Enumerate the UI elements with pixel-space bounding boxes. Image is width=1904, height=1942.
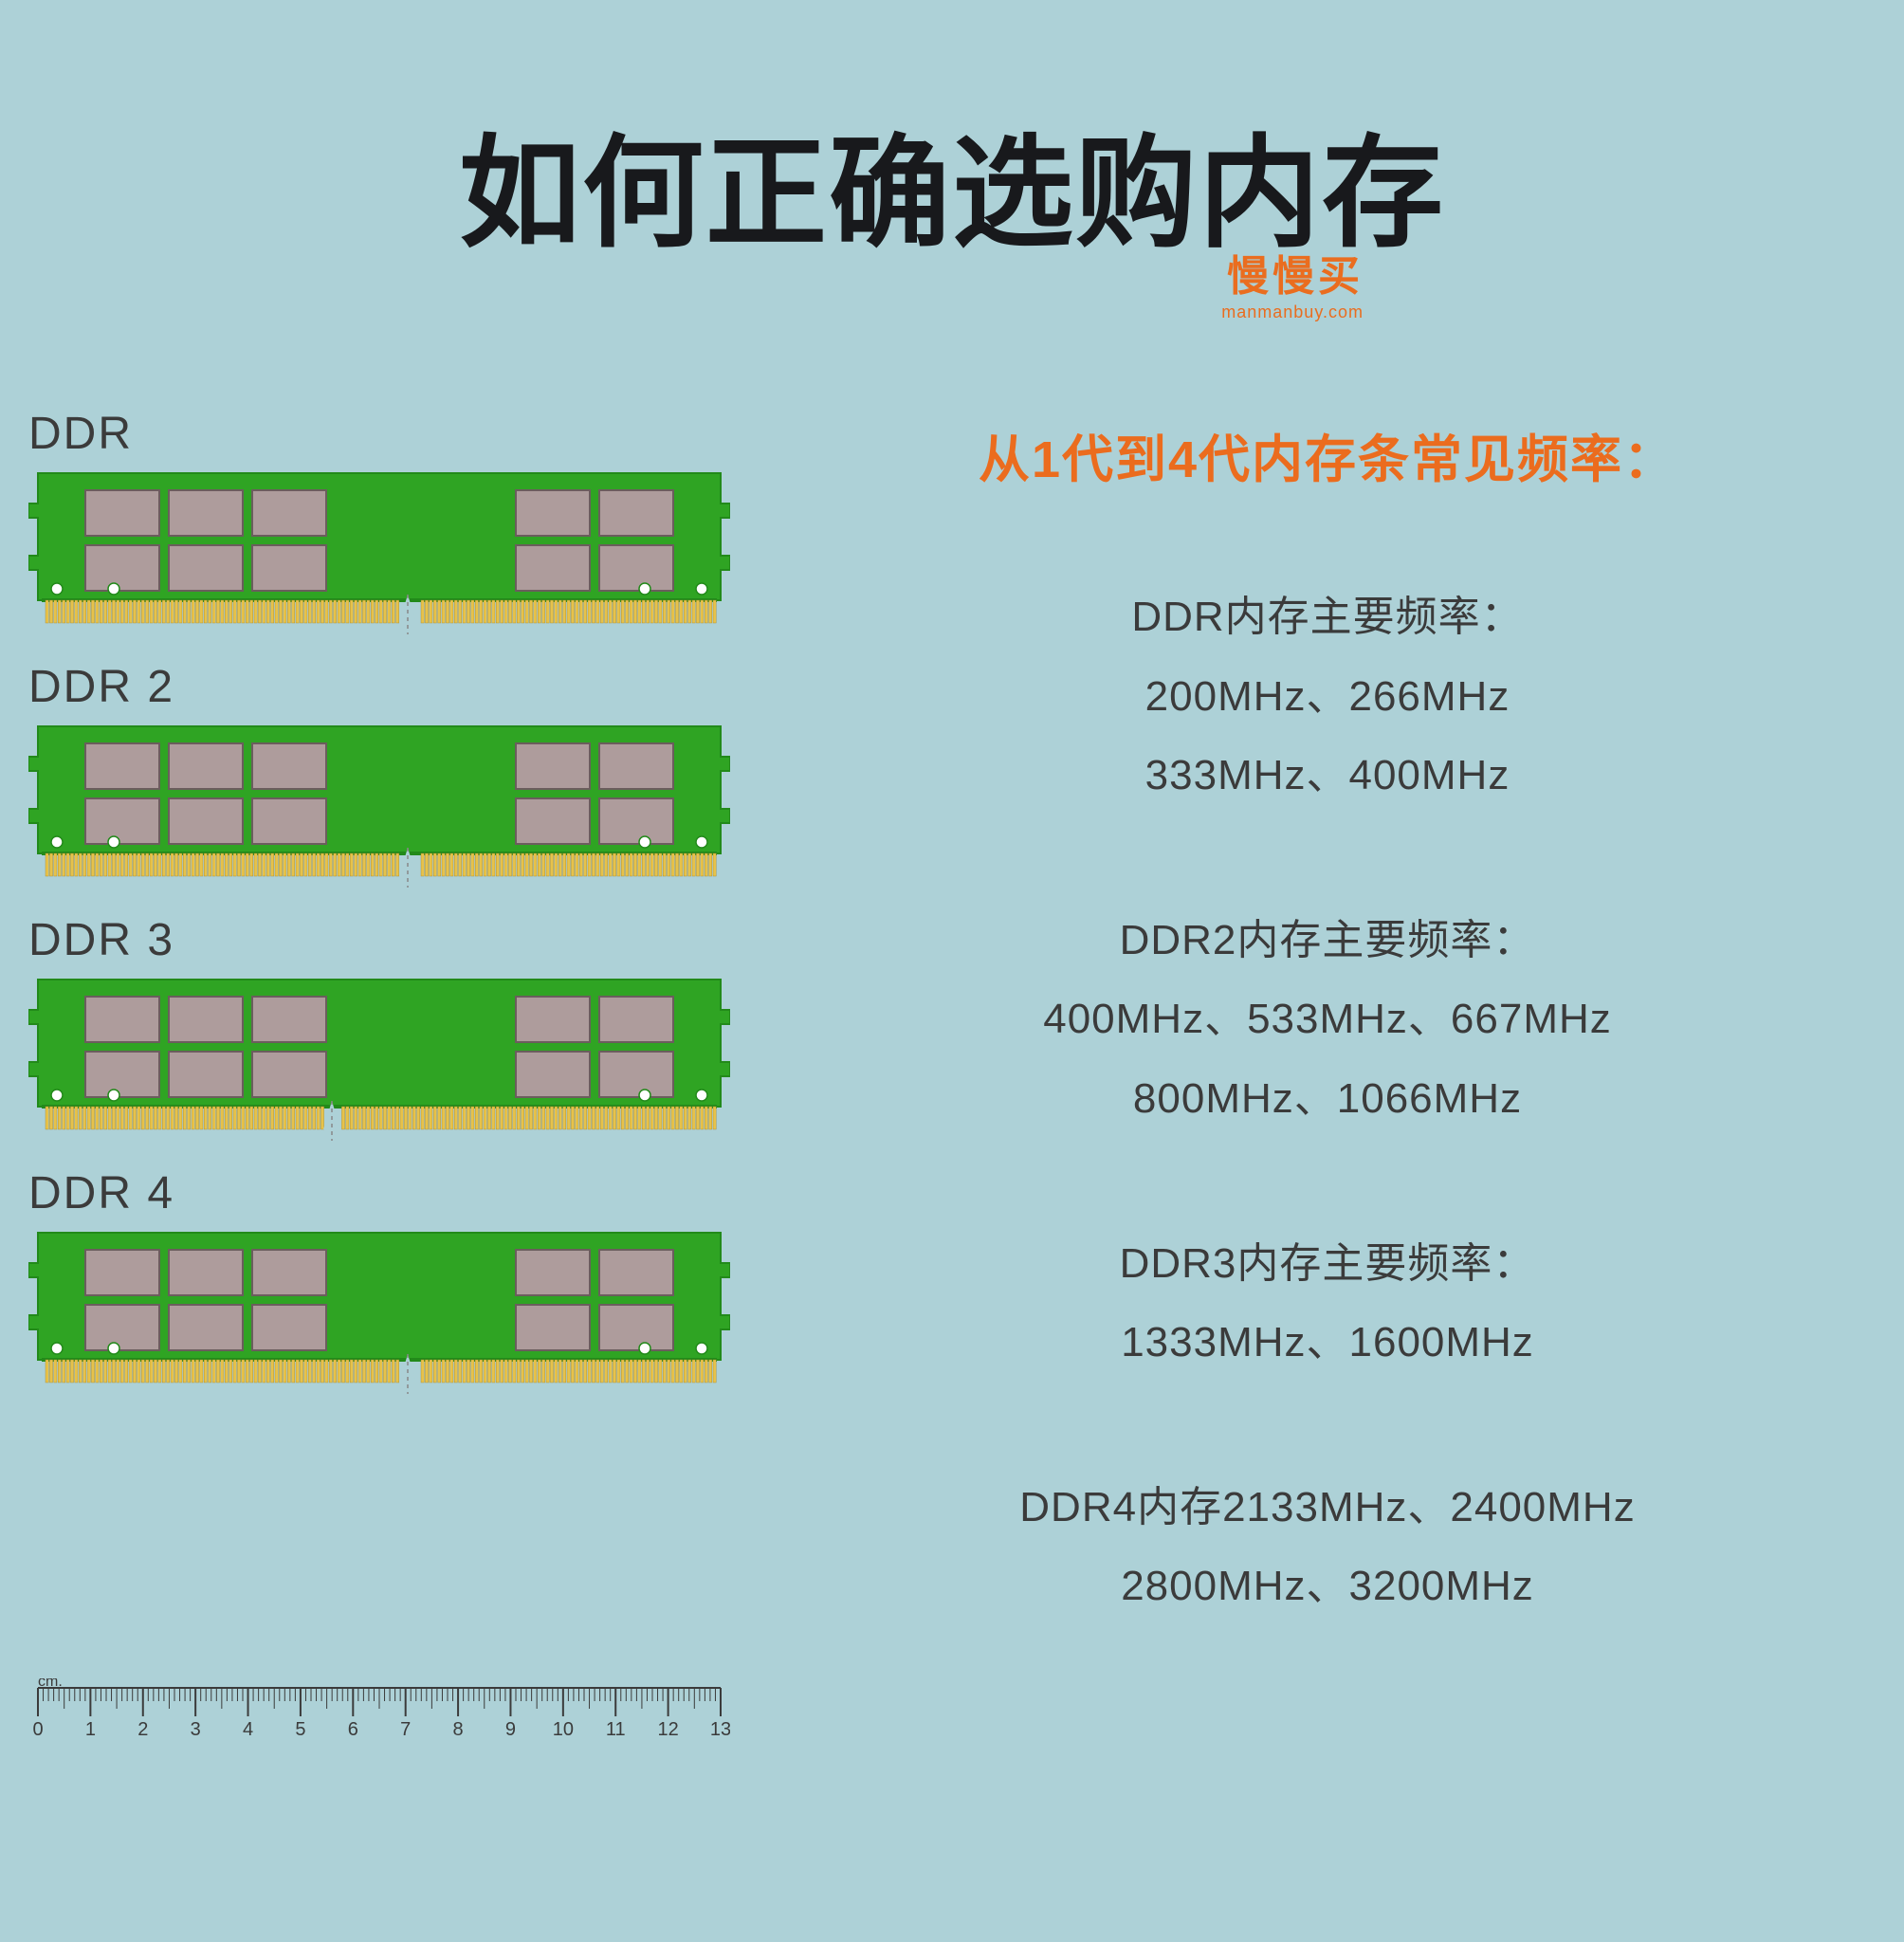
svg-text:3: 3: [191, 1719, 201, 1740]
ram-stick-ddr4: [28, 1225, 730, 1394]
svg-text:12: 12: [657, 1719, 678, 1740]
freq-line-ddr2-1: 800MHz、1066MHz: [787, 1059, 1868, 1139]
svg-text:5: 5: [295, 1719, 305, 1740]
ram-block-ddr3: DDR 3: [28, 914, 740, 1141]
freq-line-ddr3-0: 1333MHz、1600MHz: [787, 1303, 1868, 1383]
watermark: 慢慢买 manmanbuy.com: [1221, 242, 1364, 322]
ram-label-ddr: DDR: [28, 408, 740, 460]
svg-text:2: 2: [137, 1719, 148, 1740]
svg-text:10: 10: [553, 1719, 574, 1740]
freq-group-ddr: DDR内存主要频率：200MHz、266MHz333MHz、400MHz: [787, 577, 1868, 815]
freq-heading-ddr: DDR内存主要频率：: [787, 577, 1868, 657]
ram-stick-ddr: [28, 466, 730, 634]
svg-text:1: 1: [85, 1719, 96, 1740]
freq-line-ddr-1: 333MHz、400MHz: [787, 736, 1868, 815]
watermark-main: 慢慢买: [1221, 242, 1364, 302]
ram-label-ddr2: DDR 2: [28, 661, 740, 713]
freq-line-ddr4-1: 2800MHz、3200MHz: [787, 1547, 1868, 1626]
page-title: 如何正确选购内存: [0, 95, 1904, 270]
freq-group-ddr4: DDR4内存2133MHz、2400MHz2800MHz、3200MHz: [787, 1468, 1868, 1626]
freq-heading-ddr2: DDR2内存主要频率：: [787, 901, 1868, 980]
ram-label-ddr4: DDR 4: [28, 1167, 740, 1219]
ruler-svg: cm. 012345678910111213: [28, 1678, 730, 1745]
ram-block-ddr2: DDR 2: [28, 661, 740, 888]
svg-text:8: 8: [453, 1719, 464, 1740]
ram-label-ddr3: DDR 3: [28, 914, 740, 966]
freq-line-ddr4-0: DDR4内存2133MHz、2400MHz: [787, 1468, 1868, 1548]
frequency-subhead: 从1代到4代内存条常见频率：: [787, 417, 1868, 492]
ram-stick-ddr2: [28, 719, 730, 888]
svg-text:13: 13: [710, 1719, 730, 1740]
frequency-info-column: 从1代到4代内存条常见频率： DDR内存主要频率：200MHz、266MHz33…: [787, 417, 1868, 1712]
svg-text:0: 0: [32, 1719, 43, 1740]
svg-text:9: 9: [505, 1719, 516, 1740]
freq-group-ddr3: DDR3内存主要频率：1333MHz、1600MHz: [787, 1224, 1868, 1383]
ram-block-ddr: DDR: [28, 408, 740, 634]
freq-group-ddr2: DDR2内存主要频率：400MHz、533MHz、667MHz800MHz、10…: [787, 901, 1868, 1139]
svg-text:7: 7: [400, 1719, 411, 1740]
svg-text:11: 11: [606, 1719, 626, 1740]
watermark-sub: manmanbuy.com: [1221, 302, 1364, 322]
ruler: cm. 012345678910111213: [28, 1678, 740, 1750]
ram-block-ddr4: DDR 4: [28, 1167, 740, 1394]
freq-heading-ddr3: DDR3内存主要频率：: [787, 1224, 1868, 1304]
ram-diagram-column: DDR DDR 2 DDR 3 DDR 4: [28, 408, 740, 1420]
freq-line-ddr2-0: 400MHz、533MHz、667MHz: [787, 980, 1868, 1059]
ram-stick-ddr3: [28, 972, 730, 1141]
freq-line-ddr-0: 200MHz、266MHz: [787, 657, 1868, 737]
svg-text:6: 6: [348, 1719, 358, 1740]
svg-text:4: 4: [243, 1719, 253, 1740]
